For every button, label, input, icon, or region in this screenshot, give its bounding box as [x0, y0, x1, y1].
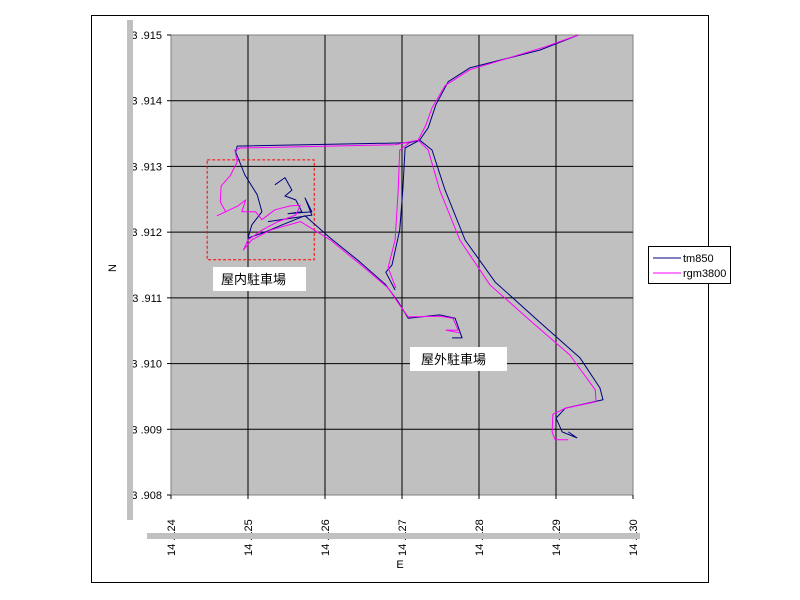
track-rgm3800	[417, 34, 597, 441]
x-axis-scrollbar	[147, 533, 640, 539]
y-tick-label: 3 .914	[131, 96, 162, 108]
svg-text:屋内駐車場: 屋内駐車場	[221, 272, 286, 288]
y-axis-label: N	[107, 264, 119, 272]
track-tm850	[385, 139, 420, 291]
y-tick-label: 3 .911	[132, 293, 162, 305]
svg-text:屋外駐車場: 屋外駐車場	[421, 353, 486, 368]
legend: tm850 rgm3800	[648, 246, 731, 284]
legend-label-rgm3800: rgm3800	[683, 268, 726, 280]
indoor-parking-region	[206, 159, 315, 261]
x-axis-label: E	[396, 559, 403, 571]
track-rgm3800	[216, 139, 460, 334]
y-tick-label: 3 .908	[131, 490, 162, 502]
legend-label-tm850: tm850	[683, 253, 714, 265]
indoor-parking-dashed-box	[206, 159, 315, 261]
y-tick-label: 3 .912	[131, 227, 162, 239]
track-tm850	[267, 177, 313, 223]
y-tick-label: 3 .909	[131, 424, 162, 436]
y-axis-scrollbar	[127, 20, 133, 520]
y-tick-label: 3 .913	[131, 161, 162, 173]
y-axis-ticks: 3 .908 3 .909 3 .910 3 .911 3 .912 3 .913 3 .9…	[131, 30, 171, 502]
annotation-outdoor-parking: 屋外駐車場	[410, 347, 507, 371]
track-tm850	[419, 34, 604, 439]
y-tick-label: 3 .915	[131, 30, 162, 42]
track-rgm3800	[387, 142, 410, 289]
tracks	[216, 34, 604, 441]
annotation-indoor-parking: 屋内駐車場	[213, 267, 306, 291]
y-tick-label: 3 .910	[131, 359, 162, 371]
